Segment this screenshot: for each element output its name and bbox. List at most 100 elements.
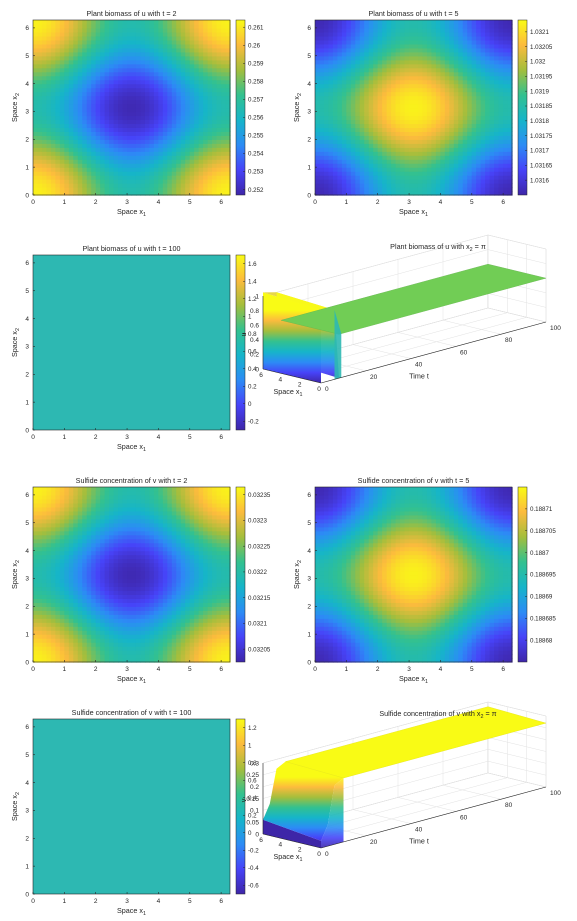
heatmap-cell [127, 63, 133, 69]
heatmap-cell [82, 171, 88, 176]
heatmap-cell [153, 107, 159, 113]
heatmap-cell [400, 75, 406, 81]
heatmap-cell [368, 115, 374, 121]
heatmap-cell [203, 23, 209, 29]
heatmap-cell [59, 630, 65, 635]
heatmap-cell [359, 115, 365, 121]
heatmap-cell [113, 87, 119, 93]
heatmap-cell [395, 151, 401, 156]
heatmap-cell [104, 506, 110, 512]
heatmap-cell [435, 135, 441, 140]
heatmap-cell [64, 550, 70, 556]
heatmap-cell [449, 155, 455, 160]
y-tick-label: 1 [25, 399, 29, 406]
heatmap-cell [449, 147, 455, 152]
heatmap-cell [82, 498, 88, 504]
heatmap-cell [109, 43, 115, 49]
heatmap-cell [46, 546, 52, 552]
time-tick-label: 60 [460, 349, 468, 356]
heatmap-cell [55, 487, 61, 492]
heatmap-cell [417, 151, 424, 156]
heatmap-cell [144, 119, 151, 125]
heatmap-cell [113, 654, 119, 659]
heatmap-cell [377, 135, 383, 140]
heatmap-cell [118, 115, 124, 121]
heatmap-cell [140, 183, 146, 188]
heatmap-cell [185, 39, 191, 45]
heatmap-cell [68, 63, 74, 69]
heatmap-cell [185, 95, 191, 101]
heatmap-cell [176, 111, 182, 117]
heatmap-cell [359, 175, 365, 180]
heatmap-cell [382, 155, 388, 160]
heatmap-cell [409, 167, 415, 172]
heatmap-cell [494, 139, 500, 144]
heatmap-cell [440, 75, 446, 81]
heatmap-cell [176, 51, 182, 57]
heatmap-cell [476, 187, 482, 192]
heatmap-cell [489, 43, 495, 49]
heatmap-cell [77, 155, 83, 160]
heatmap-cell [55, 107, 61, 113]
heatmap-cell [46, 95, 52, 101]
heatmap-cell [440, 103, 446, 109]
heatmap-cell [109, 574, 115, 580]
heatmap-cell [426, 75, 433, 81]
heatmap-cell [144, 183, 151, 188]
heatmap-cell [467, 183, 473, 188]
heatmap-cell [189, 123, 195, 128]
heatmap-cell [319, 39, 325, 45]
heatmap-cell [82, 542, 88, 548]
heatmap-cell [359, 59, 365, 65]
heatmap-cell [453, 23, 459, 29]
heatmap-cell [95, 570, 101, 576]
heatmap-cell [41, 622, 48, 627]
heatmap-cell [100, 487, 106, 492]
heatmap-cell [494, 51, 500, 57]
heatmap-cell [346, 131, 352, 136]
heatmap-cell [337, 159, 343, 164]
heatmap-cell [346, 55, 352, 61]
heatmap-cell [315, 87, 321, 93]
heatmap-cell [55, 83, 61, 89]
heatmap-cell [95, 530, 101, 536]
heatmap-cell [328, 79, 334, 85]
heatmap-cell [355, 155, 361, 160]
heatmap-cell [127, 71, 133, 77]
heatmap-cell [59, 546, 65, 552]
heatmap-cell [207, 107, 213, 113]
heatmap-cell [118, 642, 124, 647]
x-axis-label: Space x1 [399, 207, 428, 218]
heatmap-cell [33, 51, 39, 57]
heatmap-cell [485, 107, 491, 113]
heatmap-cell [149, 191, 155, 196]
heatmap-cell [104, 83, 110, 89]
heatmap-cell [422, 59, 428, 65]
heatmap-cell [82, 562, 88, 568]
heatmap-cell [37, 490, 43, 496]
heatmap-cell [86, 510, 92, 516]
heatmap-cell [162, 35, 168, 41]
heatmap-cell [431, 71, 437, 77]
time-tick-label: 0 [325, 386, 329, 393]
heatmap-cell [82, 20, 88, 25]
heatmap-cell [64, 51, 70, 57]
heatmap-cell [346, 155, 352, 160]
heatmap-cell [346, 43, 352, 49]
heatmap-cell [68, 614, 74, 619]
heatmap-cell [86, 646, 92, 651]
heatmap-cell [158, 35, 164, 41]
heatmap-cell [382, 111, 388, 117]
heatmap-cell [162, 51, 168, 57]
heatmap-cell [91, 87, 97, 93]
heatmap-cell [323, 123, 330, 128]
heatmap-cell [55, 123, 61, 128]
heatmap-cell [404, 63, 410, 69]
heatmap-cell [149, 155, 155, 160]
heatmap-cell [382, 79, 388, 85]
heatmap-cell [413, 127, 419, 132]
heatmap-cell [100, 31, 106, 37]
heatmap-cell [144, 151, 151, 156]
heatmap-cell [341, 99, 347, 105]
heatmap-cell [395, 23, 401, 29]
